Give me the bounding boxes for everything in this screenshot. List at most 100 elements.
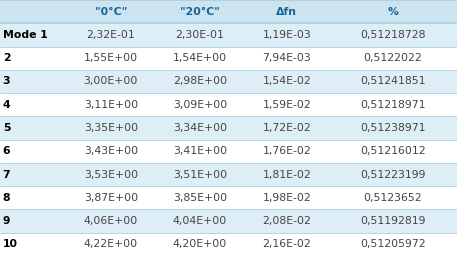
Bar — [244, 209, 329, 233]
Text: 2,32E-01: 2,32E-01 — [86, 30, 135, 40]
Bar — [329, 186, 457, 209]
Text: 3: 3 — [3, 77, 11, 87]
Text: 1,81E-02: 1,81E-02 — [262, 169, 311, 179]
Bar — [0, 209, 66, 233]
Bar — [329, 47, 457, 70]
Bar — [155, 233, 244, 256]
Text: 3,11E+00: 3,11E+00 — [84, 100, 138, 110]
Bar — [66, 209, 155, 233]
Text: 9: 9 — [3, 216, 10, 226]
Text: 3,85E+00: 3,85E+00 — [173, 193, 227, 203]
Bar — [155, 0, 244, 23]
Bar — [329, 209, 457, 233]
Text: 3,09E+00: 3,09E+00 — [173, 100, 227, 110]
Text: 10: 10 — [3, 239, 18, 249]
Bar — [66, 0, 155, 23]
Text: 0,51238971: 0,51238971 — [360, 123, 426, 133]
Bar — [66, 93, 155, 116]
Bar — [66, 70, 155, 93]
Bar — [66, 163, 155, 186]
Bar — [329, 70, 457, 93]
Text: 4,20E+00: 4,20E+00 — [173, 239, 227, 249]
Text: 3,41E+00: 3,41E+00 — [173, 146, 227, 156]
Bar — [0, 233, 66, 256]
Text: 2: 2 — [3, 53, 11, 63]
Bar — [329, 233, 457, 256]
Bar — [244, 186, 329, 209]
Bar — [244, 116, 329, 140]
Bar — [155, 163, 244, 186]
Bar — [0, 93, 66, 116]
Text: "20°C": "20°C" — [180, 7, 220, 17]
Text: 2,16E-02: 2,16E-02 — [262, 239, 311, 249]
Text: Mode 1: Mode 1 — [3, 30, 48, 40]
Text: 0,51216012: 0,51216012 — [360, 146, 426, 156]
Bar — [329, 93, 457, 116]
Bar — [329, 140, 457, 163]
Text: 1,59E-02: 1,59E-02 — [262, 100, 311, 110]
Text: 8: 8 — [3, 193, 10, 203]
Bar — [66, 233, 155, 256]
Bar — [0, 140, 66, 163]
Text: 0,51218971: 0,51218971 — [360, 100, 426, 110]
Text: 0,5123652: 0,5123652 — [364, 193, 422, 203]
Bar — [0, 116, 66, 140]
Bar — [0, 70, 66, 93]
Text: 2,30E-01: 2,30E-01 — [175, 30, 224, 40]
Text: 4,04E+00: 4,04E+00 — [173, 216, 227, 226]
Bar — [0, 23, 66, 47]
Bar — [0, 0, 66, 23]
Text: 1,19E-03: 1,19E-03 — [262, 30, 311, 40]
Bar — [244, 163, 329, 186]
Text: 0,51223199: 0,51223199 — [360, 169, 426, 179]
Bar — [66, 47, 155, 70]
Bar — [244, 93, 329, 116]
Text: 3,35E+00: 3,35E+00 — [84, 123, 138, 133]
Text: 4: 4 — [3, 100, 11, 110]
Bar — [244, 23, 329, 47]
Text: 4,06E+00: 4,06E+00 — [84, 216, 138, 226]
Text: 4,22E+00: 4,22E+00 — [84, 239, 138, 249]
Bar — [244, 233, 329, 256]
Bar — [329, 23, 457, 47]
Text: 7: 7 — [3, 169, 11, 179]
Text: 2,08E-02: 2,08E-02 — [262, 216, 311, 226]
Text: "0°C": "0°C" — [95, 7, 127, 17]
Bar — [244, 70, 329, 93]
Text: 3,34E+00: 3,34E+00 — [173, 123, 227, 133]
Bar — [155, 140, 244, 163]
Bar — [244, 140, 329, 163]
Text: 5: 5 — [3, 123, 10, 133]
Text: 1,76E-02: 1,76E-02 — [262, 146, 311, 156]
Bar — [0, 186, 66, 209]
Text: Δfn: Δfn — [276, 7, 297, 17]
Text: 2,98E+00: 2,98E+00 — [173, 77, 227, 87]
Bar — [155, 116, 244, 140]
Bar — [155, 47, 244, 70]
Text: 3,00E+00: 3,00E+00 — [84, 77, 138, 87]
Bar — [66, 116, 155, 140]
Bar — [244, 0, 329, 23]
Bar — [66, 186, 155, 209]
Bar — [244, 47, 329, 70]
Text: 3,87E+00: 3,87E+00 — [84, 193, 138, 203]
Bar — [155, 70, 244, 93]
Text: 7,94E-03: 7,94E-03 — [262, 53, 311, 63]
Text: 0,51241851: 0,51241851 — [360, 77, 426, 87]
Bar — [155, 186, 244, 209]
Text: %: % — [388, 7, 399, 17]
Bar — [155, 209, 244, 233]
Text: 1,55E+00: 1,55E+00 — [84, 53, 138, 63]
Bar — [0, 47, 66, 70]
Bar — [155, 93, 244, 116]
Bar — [0, 163, 66, 186]
Text: 0,51205972: 0,51205972 — [360, 239, 426, 249]
Text: 1,54E+00: 1,54E+00 — [173, 53, 227, 63]
Bar — [155, 23, 244, 47]
Text: 0,51192819: 0,51192819 — [360, 216, 426, 226]
Text: 1,98E-02: 1,98E-02 — [262, 193, 311, 203]
Text: 0,51218728: 0,51218728 — [360, 30, 426, 40]
Bar — [66, 23, 155, 47]
Bar — [66, 140, 155, 163]
Text: 3,51E+00: 3,51E+00 — [173, 169, 227, 179]
